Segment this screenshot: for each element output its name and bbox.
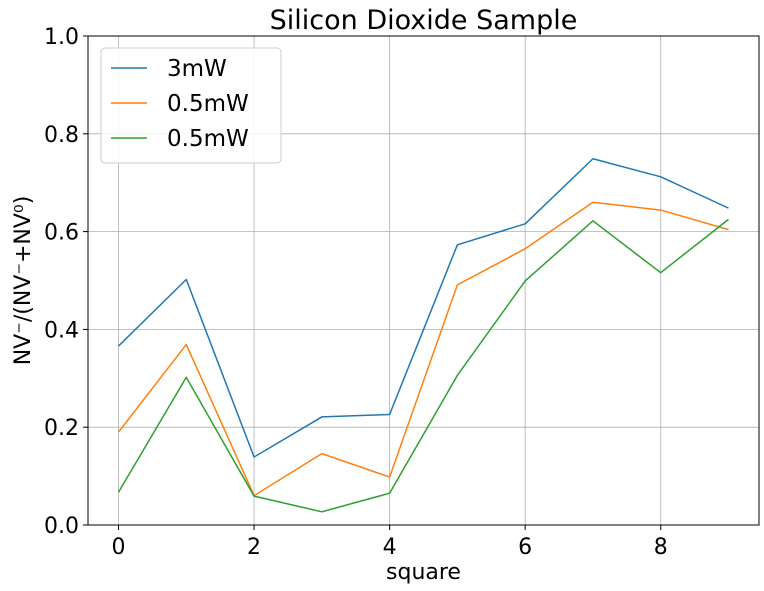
x-tick-label: 6: [518, 535, 532, 560]
x-axis-title: square: [386, 560, 461, 585]
y-tick-label: 1.0: [44, 25, 79, 50]
chart-title: Silicon Dioxide Sample: [270, 5, 578, 36]
x-tick-label: 2: [247, 535, 261, 560]
legend-label-1: 3mW: [167, 56, 227, 82]
legend-label-3: 0.5mW: [167, 126, 249, 152]
y-axis-title: NV⁻/(NV⁻+NV⁰): [11, 196, 36, 366]
x-tick-label: 8: [654, 535, 668, 560]
legend-box: [100, 47, 282, 164]
series-line-2: [117, 201, 729, 497]
y-tick-label: 0.2: [44, 416, 79, 441]
y-tick-label: 0.0: [44, 514, 79, 539]
series-line-1: [117, 157, 729, 458]
legend-label-2: 0.5mW: [167, 91, 249, 117]
y-axis-ticks: 0.0 0.2 0.4 0.6 0.8 1.0: [44, 25, 88, 539]
series-lines: [117, 157, 729, 513]
series-line-3: [117, 218, 729, 513]
x-axis-ticks: 0 2 4 6 8: [112, 525, 668, 560]
legend: 3mW 0.5mW 0.5mW: [100, 47, 282, 164]
plot-frame: [87, 35, 760, 526]
y-tick-label: 0.8: [44, 123, 79, 148]
x-tick-label: 4: [383, 535, 397, 560]
y-tick-label: 0.4: [44, 318, 79, 343]
x-tick-label: 0: [112, 535, 126, 560]
y-tick-label: 0.6: [44, 221, 79, 246]
